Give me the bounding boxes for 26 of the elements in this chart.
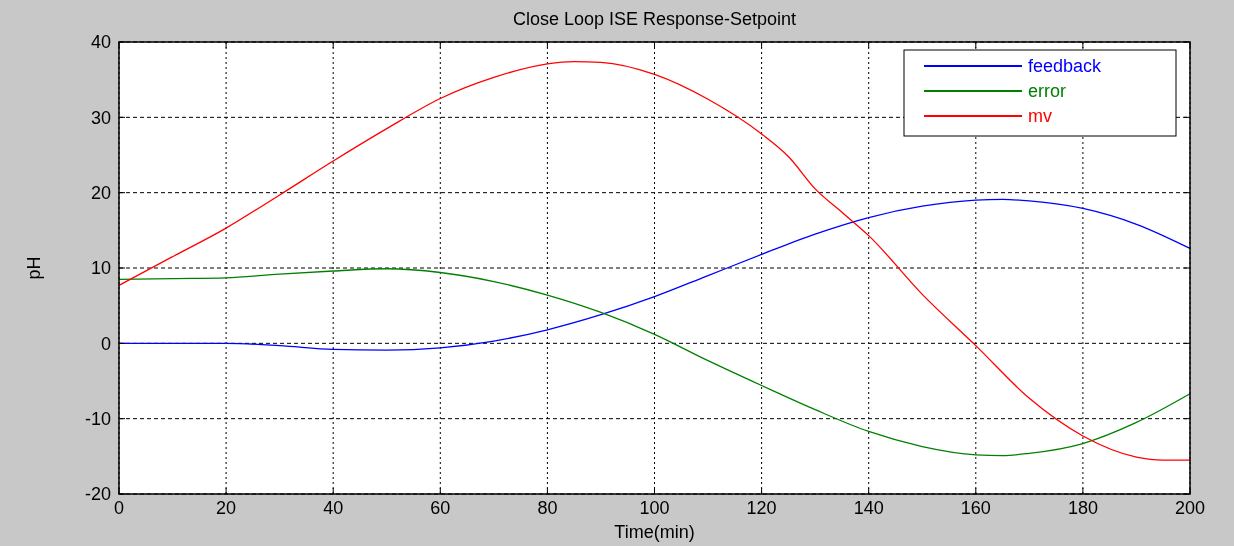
x-tick-label: 60 [430, 498, 451, 518]
y-tick-label: -10 [84, 408, 111, 429]
text: mv [1028, 106, 1052, 127]
x-tick-label: 40 [323, 498, 344, 518]
y-axis-title: pH [24, 256, 44, 280]
x-tick-label: 0 [113, 498, 125, 518]
x-tick-label: 160 [960, 498, 991, 518]
chart-title: Close Loop ISE Response-Setpoint [512, 9, 797, 29]
x-tick-label: 180 [1067, 498, 1098, 518]
y-tick-label: 0 [100, 333, 111, 354]
y-tick-label: 10 [90, 258, 111, 279]
y-tick-label: 40 [90, 32, 111, 53]
line-series [118, 60, 1191, 461]
x-tick-label: 140 [853, 498, 884, 518]
x-tick-label: 20 [216, 498, 237, 518]
line-series [118, 268, 1191, 457]
x-tick-label: 120 [746, 498, 777, 518]
x-tick-label: 80 [537, 498, 558, 518]
x-tick-label: 100 [639, 498, 670, 518]
text: feedback [1028, 56, 1103, 77]
x-axis-title: Time(min) [614, 522, 695, 542]
y-tick-label: 30 [90, 107, 111, 128]
text: error [1028, 81, 1067, 102]
y-tick-label: 20 [90, 182, 111, 203]
x-tick-label: 200 [1174, 498, 1206, 518]
y-tick-label: -20 [84, 484, 111, 505]
